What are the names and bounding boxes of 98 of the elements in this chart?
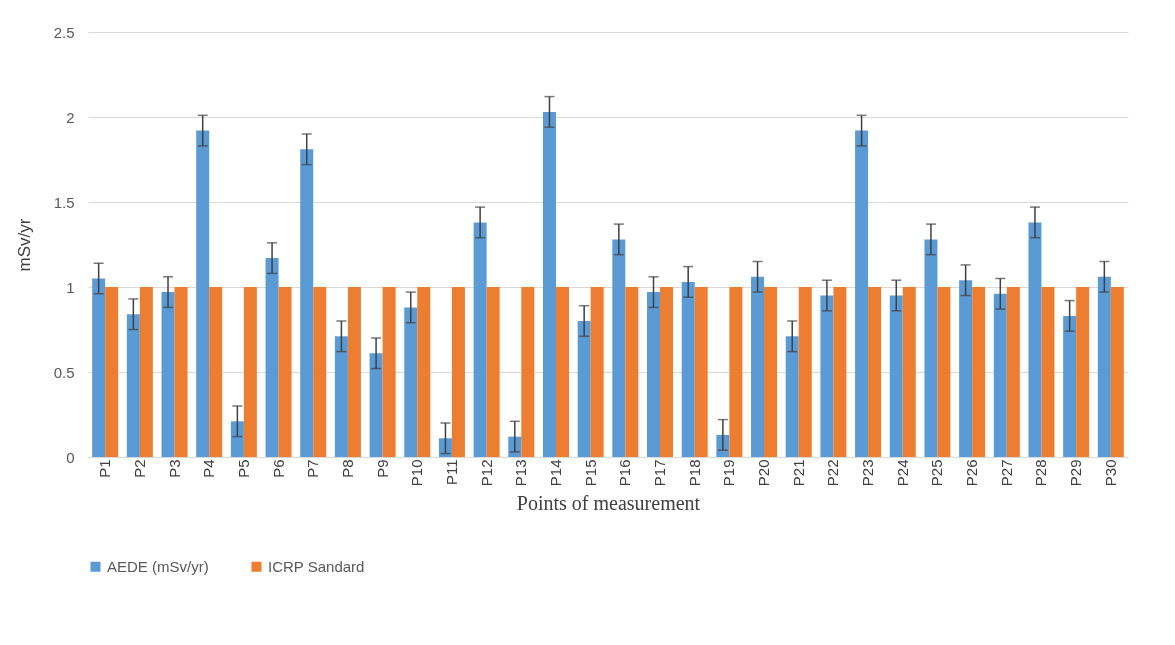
bar: [590, 287, 604, 457]
y-tick-label: 0: [66, 448, 75, 466]
x-tick-label: P26: [963, 459, 981, 487]
bar: [278, 287, 292, 457]
bar: [313, 287, 327, 457]
legend-label: ICRP Sandard: [268, 557, 365, 575]
bar: [937, 287, 951, 457]
bar: [265, 258, 279, 457]
x-tick-label: P24: [893, 459, 911, 487]
bar: [647, 292, 661, 457]
x-tick-label: P4: [200, 459, 218, 478]
x-tick-label: P3: [165, 459, 183, 478]
x-tick-label: P21: [789, 459, 807, 487]
bar: [798, 287, 812, 457]
y-tick-label: 1: [66, 278, 75, 296]
x-tick-label: P10: [408, 459, 426, 487]
bar: [139, 287, 153, 457]
x-tick-label: P16: [616, 459, 634, 487]
x-tick-label: P5: [234, 459, 252, 478]
x-tick-label: P20: [755, 459, 773, 487]
bar: [1006, 287, 1020, 457]
bar: [243, 287, 257, 457]
bar: [105, 287, 119, 457]
bar: [972, 287, 986, 457]
bar: [404, 307, 418, 457]
x-tick-label: P13: [512, 459, 530, 487]
y-tick-label: 0.5: [53, 363, 75, 381]
bar: [161, 292, 175, 457]
bar: [833, 287, 847, 457]
bar: [451, 287, 465, 457]
bar: [729, 287, 743, 457]
bar: [382, 287, 396, 457]
bar: [924, 239, 938, 457]
bar: [369, 353, 383, 457]
x-tick-label: P28: [1032, 459, 1050, 487]
bar: [694, 287, 708, 457]
x-tick-label: P29: [1067, 459, 1085, 487]
bar: [612, 239, 626, 457]
bar: [473, 222, 487, 457]
x-tick-label: P14: [546, 459, 564, 487]
bar: [1041, 287, 1055, 457]
x-tick-label: P30: [1101, 459, 1119, 487]
bar: [993, 293, 1007, 457]
bar: [1063, 315, 1077, 457]
bar: [660, 287, 674, 457]
bar: [521, 287, 535, 457]
bar: [625, 287, 639, 457]
bar: [174, 287, 188, 457]
bar: [764, 287, 778, 457]
bar: [820, 295, 834, 457]
bar: [681, 281, 695, 457]
x-tick-label: P12: [477, 459, 495, 487]
y-axis-title: mSv/yr: [14, 218, 34, 272]
x-tick-label: P15: [581, 459, 599, 487]
bar: [486, 287, 500, 457]
bar: [209, 287, 223, 457]
bar: [334, 336, 348, 457]
bar: [300, 149, 314, 457]
x-tick-label: P2: [130, 459, 148, 478]
x-tick-label: P27: [997, 459, 1015, 487]
bar: [347, 287, 361, 457]
bar: [855, 130, 869, 457]
bar: [889, 295, 903, 457]
bar: [785, 336, 799, 457]
y-tick-label: 2.5: [53, 23, 75, 41]
bar: [92, 278, 106, 457]
bar: [1097, 276, 1111, 457]
bar: [126, 314, 140, 457]
bar: [959, 280, 973, 457]
x-tick-label: P1: [96, 459, 114, 478]
x-tick-label: P22: [824, 459, 842, 487]
x-tick-label: P9: [373, 459, 391, 478]
bar: [438, 438, 452, 457]
bar: [751, 276, 765, 457]
bar: [1076, 287, 1090, 457]
x-tick-label: P6: [269, 459, 287, 478]
bar: [1028, 222, 1042, 457]
bar: [902, 287, 916, 457]
bar: [230, 421, 244, 457]
x-tick-label: P19: [720, 459, 738, 487]
x-tick-label: P17: [651, 459, 669, 487]
x-tick-label: P25: [928, 459, 946, 487]
x-tick-label: P7: [304, 459, 322, 478]
bar: [542, 111, 556, 457]
bar: [1110, 287, 1124, 457]
x-tick-label: P18: [685, 459, 703, 487]
legend-label: AEDE (mSv/yr): [107, 557, 209, 575]
x-tick-label: P11: [442, 459, 460, 486]
y-tick-label: 2: [66, 108, 75, 126]
bar: [196, 130, 210, 457]
y-tick-label: 1.5: [53, 193, 75, 211]
x-axis-title: Points of measurement: [516, 492, 701, 515]
bar: [417, 287, 431, 457]
bar: [868, 287, 882, 457]
bar: [577, 321, 591, 457]
bar: [555, 287, 569, 457]
x-tick-label: P8: [338, 459, 356, 478]
x-tick-label: P23: [859, 459, 877, 487]
